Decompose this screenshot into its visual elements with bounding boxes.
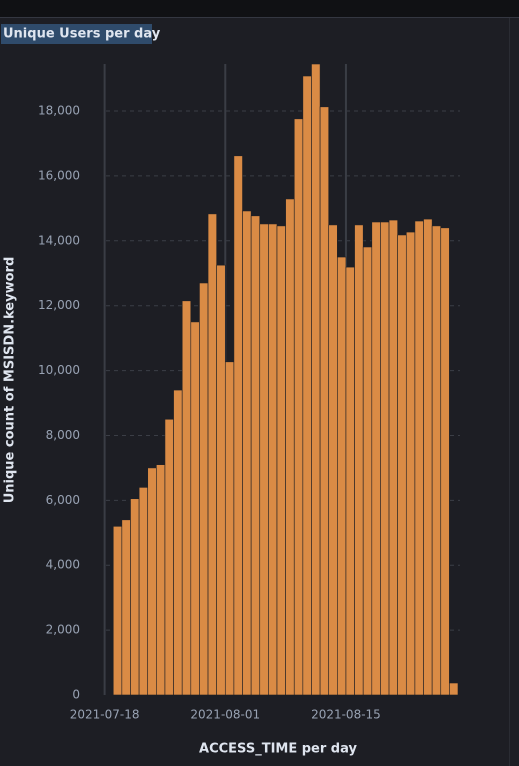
bar: [362, 246, 373, 696]
bar: [112, 526, 123, 696]
bar: [138, 487, 149, 696]
x-axis-title: ACCESS_TIME per day: [199, 742, 357, 757]
bar: [449, 682, 459, 696]
bar: [371, 221, 381, 696]
bar: [440, 227, 450, 696]
bar: [431, 225, 442, 696]
y-tick-label: 8,000: [46, 428, 80, 442]
chart-title: Unique Users per day: [3, 27, 161, 42]
y-axis-title: Unique count of MSISDN.keyword: [3, 257, 18, 504]
top-bar: [0, 0, 519, 17]
bar: [337, 256, 347, 696]
y-tick-label: 2,000: [46, 623, 80, 637]
y-tick-label: 4,000: [46, 558, 80, 572]
title-highlight: [1, 24, 152, 44]
bar: [216, 264, 226, 696]
bar: [414, 220, 424, 696]
bar: [242, 210, 252, 696]
bar: [181, 300, 192, 696]
bar: [388, 219, 398, 696]
bar: [259, 223, 269, 696]
bar: [302, 75, 312, 696]
bar: [311, 63, 321, 696]
bar: [405, 231, 416, 696]
bar: [130, 498, 140, 696]
bar: [293, 118, 304, 696]
bar: [224, 361, 235, 696]
bar: [207, 213, 217, 696]
bar: [397, 234, 407, 696]
y-tick-label: 0: [72, 688, 80, 702]
bar: [328, 224, 338, 696]
bar: [147, 467, 157, 696]
bar: [121, 519, 131, 696]
y-tick-label: 10,000: [38, 363, 80, 377]
x-tick-label: 2021-07-18: [70, 708, 140, 722]
bar: [199, 282, 209, 696]
x-tick-label: 2021-08-15: [311, 708, 381, 722]
y-tick-label: 12,000: [38, 298, 80, 312]
bar: [190, 321, 200, 696]
bar: [268, 223, 278, 696]
y-tick-label: 16,000: [38, 168, 80, 182]
bar: [164, 418, 174, 696]
bar: [250, 215, 261, 696]
bar: [354, 224, 364, 696]
bar: [233, 155, 243, 696]
bar: [276, 225, 286, 696]
x-tick-label: 2021-08-01: [190, 708, 260, 722]
bar: [423, 218, 433, 696]
bar: [345, 266, 355, 696]
y-tick-label: 14,000: [38, 233, 80, 247]
bar: [156, 464, 166, 696]
y-tick-label: 6,000: [46, 493, 80, 507]
bar: [173, 389, 183, 696]
bar: [319, 106, 330, 696]
y-tick-label: 18,000: [38, 104, 80, 118]
bar: [285, 198, 295, 696]
bar: [380, 221, 390, 696]
